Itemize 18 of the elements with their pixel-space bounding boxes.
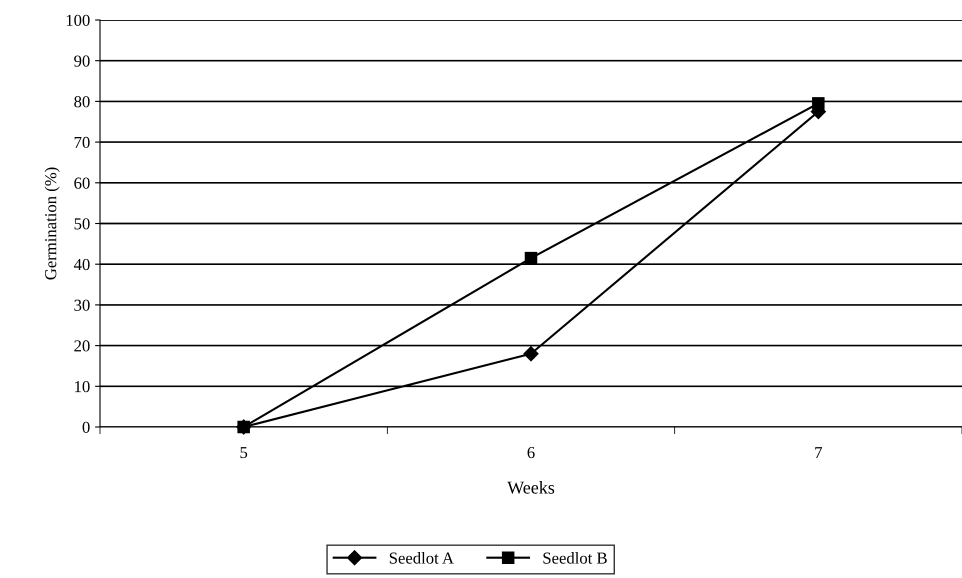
y-tick-label: 100 [66, 14, 90, 26]
x-tick-label: 5 [240, 447, 248, 458]
y-tick-label: 70 [74, 136, 90, 148]
y-tick-label: 60 [74, 178, 90, 189]
legend-label: Seedlot B [543, 552, 607, 564]
y-tick-label: 40 [74, 258, 90, 270]
y-tick-label: 80 [74, 96, 90, 108]
x-axis-title: Weeks [507, 481, 554, 494]
x-tick-label: 7 [815, 447, 822, 458]
y-tick-label: 10 [75, 381, 90, 392]
y-tick-label: 90 [74, 55, 90, 67]
y-tick-label: 0 [82, 422, 90, 433]
x-tick-label: 6 [528, 446, 535, 458]
legend-label: Seedlot A [390, 552, 454, 564]
y-tick-label: 50 [74, 218, 90, 230]
y-tick-label: 30 [74, 300, 90, 311]
y-axis-title: Germination (%) [44, 168, 60, 280]
y-tick-label: 20 [74, 340, 90, 352]
